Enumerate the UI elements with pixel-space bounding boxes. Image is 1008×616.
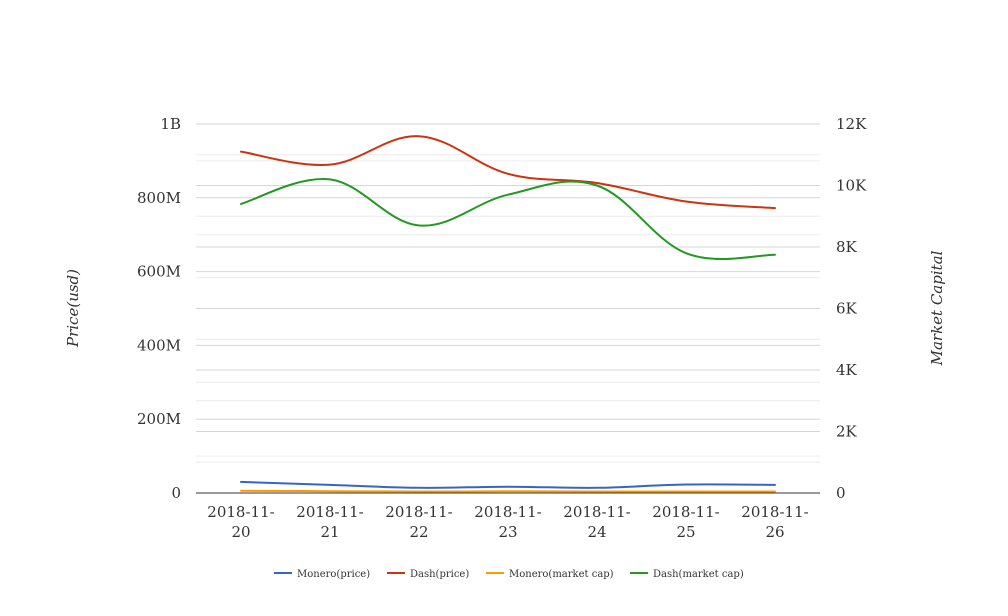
x-tick-label: 2018-11-20 xyxy=(207,503,274,541)
legend-label-dash-market-cap: Dash(market cap) xyxy=(653,569,744,580)
left-tick-label: 1B xyxy=(160,115,181,133)
left-tick-label: 400M xyxy=(137,336,181,354)
legend-label-monero-market-cap: Monero(market cap) xyxy=(509,569,614,580)
legend-label-monero-price: Monero(price) xyxy=(297,569,370,580)
left-axis-title: Price(usd) xyxy=(64,269,82,348)
x-tick-label: 2018-11-24 xyxy=(563,503,630,541)
right-tick-label: 4K xyxy=(836,361,858,379)
right-tick-label: 10K xyxy=(836,177,867,195)
x-tick-label: 2018-11-23 xyxy=(474,503,541,541)
series-line-monero-market-cap xyxy=(240,489,776,493)
grid-lines xyxy=(196,123,820,494)
right-tick-label: 6K xyxy=(836,300,858,318)
x-tick-label: 2018-11-26 xyxy=(741,503,808,541)
series-line-monero-price xyxy=(240,480,776,489)
left-axis-ticks: 0 200M 400M 600M 800M 1B xyxy=(137,115,181,502)
left-tick-label: 800M xyxy=(137,189,181,207)
x-tick-label: 2018-11-22 xyxy=(385,503,452,541)
right-tick-label: 2K xyxy=(836,423,858,441)
x-tick-label: 2018-11-21 xyxy=(296,503,363,541)
right-tick-label: 12K xyxy=(836,115,867,133)
x-tick-label: 2018-11-25 xyxy=(652,503,719,541)
right-axis-title: Market Capital xyxy=(928,250,946,366)
right-tick-label: 0 xyxy=(836,484,846,502)
right-axis-ticks: 0 2K 4K 6K 8K 10K 12K xyxy=(836,115,867,502)
series-lines xyxy=(240,135,776,493)
series-line-dash-market-cap xyxy=(240,178,776,260)
legend-label-dash-price: Dash(price) xyxy=(410,569,469,580)
left-tick-label: 0 xyxy=(171,484,181,502)
legend: Monero(price) Dash(price) Monero(market ca… xyxy=(274,569,744,580)
x-axis-ticks: 2018-11-20 2018-11-21 2018-11-22 2018-11-23… xyxy=(207,503,808,541)
left-tick-label: 600M xyxy=(137,263,181,281)
left-tick-label: 200M xyxy=(137,410,181,428)
series-line-dash-price xyxy=(240,135,776,210)
right-tick-label: 8K xyxy=(836,238,858,256)
